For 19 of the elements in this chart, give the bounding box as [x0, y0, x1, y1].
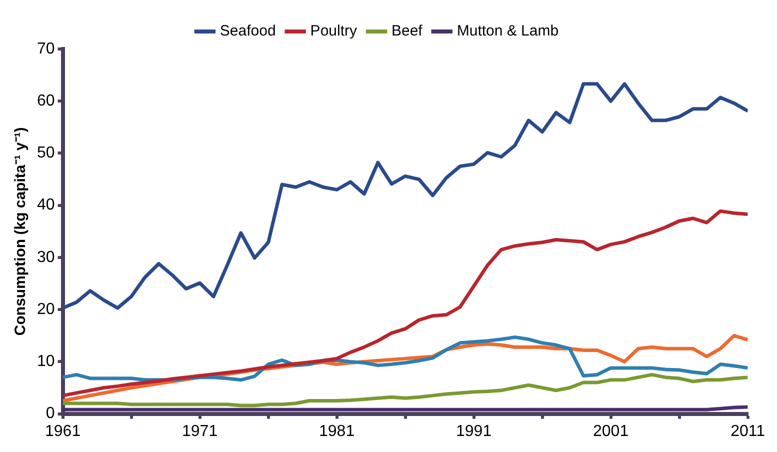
y-axis-title: Consumption (kg capita⁻¹ y⁻¹) — [12, 127, 30, 336]
x-tick-label: 1971 — [182, 422, 218, 440]
legend-label: Beef — [391, 22, 424, 40]
y-tick-label: 40 — [37, 196, 55, 214]
legend-label: Seafood — [220, 22, 276, 40]
y-tick-label: 10 — [37, 353, 55, 370]
legend-label: Mutton & Lamb — [456, 22, 559, 40]
y-tick-label: 70 — [37, 40, 55, 58]
x-tick-label: 2011 — [730, 422, 766, 440]
y-tick-label: 30 — [37, 248, 55, 266]
legend-label: Poultry — [310, 22, 358, 40]
y-tick-label: 50 — [37, 144, 55, 162]
x-tick-label: 1981 — [319, 422, 355, 440]
y-tick-label: 60 — [37, 92, 55, 110]
x-tick-label: 1991 — [456, 422, 492, 440]
y-tick-label: 0 — [46, 405, 55, 422]
y-tick-label: 20 — [37, 300, 55, 318]
x-tick-label: 1961 — [45, 422, 81, 440]
x-tick-label: 2001 — [593, 422, 629, 440]
